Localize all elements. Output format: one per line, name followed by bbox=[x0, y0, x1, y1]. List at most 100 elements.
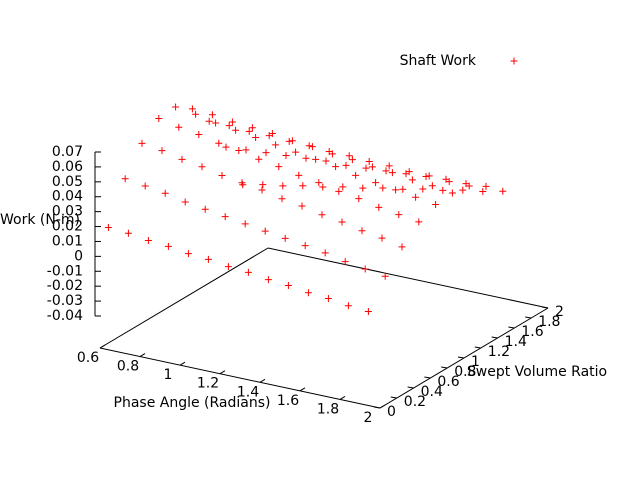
x-tick-label: 0.6 bbox=[77, 350, 99, 366]
point bbox=[261, 227, 269, 235]
point bbox=[432, 200, 440, 208]
point bbox=[412, 193, 420, 201]
point bbox=[265, 132, 273, 140]
y-tick bbox=[474, 346, 481, 349]
point bbox=[439, 186, 447, 194]
point bbox=[379, 184, 387, 192]
y-tick bbox=[525, 316, 532, 319]
y-tick-label: 1.2 bbox=[488, 344, 510, 360]
x-tick-label: 1 bbox=[164, 367, 173, 383]
legend-label: Shaft Work bbox=[400, 53, 477, 69]
point bbox=[361, 265, 369, 273]
z-tick-label: 0.06 bbox=[52, 159, 83, 175]
point bbox=[232, 126, 240, 134]
point bbox=[124, 229, 132, 237]
x-tick bbox=[259, 378, 266, 383]
z-tick-label: -0.02 bbox=[47, 278, 83, 294]
point bbox=[245, 127, 253, 135]
x-tick-label: 1.4 bbox=[237, 384, 259, 400]
point bbox=[304, 289, 312, 297]
point bbox=[388, 169, 396, 177]
point bbox=[205, 117, 213, 125]
x-tick-label: 1.2 bbox=[197, 376, 219, 392]
point bbox=[499, 187, 507, 195]
x-tick bbox=[299, 387, 306, 392]
point bbox=[305, 142, 313, 150]
point bbox=[158, 147, 166, 155]
z-tick-label: 0.07 bbox=[52, 144, 83, 160]
x-tick bbox=[379, 404, 386, 409]
point bbox=[408, 176, 416, 184]
point bbox=[358, 227, 366, 235]
point bbox=[241, 220, 249, 228]
point bbox=[301, 242, 309, 250]
point bbox=[479, 187, 487, 195]
y-tick bbox=[407, 386, 414, 389]
point bbox=[215, 139, 223, 147]
point bbox=[224, 263, 232, 271]
point bbox=[248, 124, 256, 132]
point bbox=[262, 149, 270, 157]
point bbox=[255, 155, 263, 163]
point bbox=[282, 151, 290, 159]
x-tick-label: 1.8 bbox=[317, 401, 339, 417]
x-tick bbox=[219, 370, 226, 375]
x-tick-label: 2 bbox=[364, 410, 373, 426]
point bbox=[228, 118, 236, 126]
x-tick bbox=[179, 361, 186, 366]
point bbox=[221, 213, 229, 221]
y-tick bbox=[373, 406, 381, 409]
point bbox=[348, 156, 356, 164]
point bbox=[352, 171, 360, 179]
point bbox=[382, 167, 390, 175]
point bbox=[482, 182, 490, 190]
point bbox=[164, 242, 172, 250]
x-axis-label: Phase Angle (Radians) bbox=[114, 395, 271, 411]
point bbox=[345, 152, 353, 160]
y-tick-label: 1.4 bbox=[505, 334, 527, 350]
z-tick-label: 0.02 bbox=[52, 219, 83, 235]
y-tick-label: 1.6 bbox=[521, 324, 543, 340]
y-tick-label: 1.8 bbox=[538, 314, 560, 330]
base-edge bbox=[99, 247, 269, 349]
point bbox=[275, 163, 283, 171]
z-tick-label: 0.03 bbox=[52, 204, 83, 220]
point bbox=[242, 146, 250, 154]
point bbox=[342, 161, 350, 169]
y-tick-label: 0.2 bbox=[404, 394, 426, 410]
point bbox=[341, 258, 349, 266]
point bbox=[315, 179, 323, 187]
point bbox=[425, 172, 433, 180]
point bbox=[181, 198, 189, 206]
y-tick-label: 0.6 bbox=[437, 374, 459, 390]
point bbox=[415, 218, 423, 226]
point bbox=[121, 175, 129, 183]
point bbox=[198, 163, 206, 171]
z-tick-label: 0.05 bbox=[52, 174, 83, 190]
point bbox=[281, 234, 289, 242]
point bbox=[448, 189, 456, 197]
z-tick-label: 0 bbox=[74, 248, 83, 264]
point bbox=[355, 195, 363, 203]
point bbox=[322, 157, 330, 165]
z-tick-label: -0.01 bbox=[47, 263, 83, 279]
point bbox=[368, 163, 376, 171]
y-tick bbox=[541, 306, 549, 309]
point bbox=[201, 205, 209, 213]
point bbox=[295, 171, 303, 179]
point bbox=[395, 211, 403, 219]
point bbox=[225, 122, 233, 130]
point bbox=[192, 110, 200, 118]
z-tick-label: -0.04 bbox=[47, 308, 83, 324]
point bbox=[318, 211, 326, 219]
point bbox=[284, 281, 292, 289]
point bbox=[252, 134, 260, 142]
x-tick-label: 0.8 bbox=[117, 359, 139, 375]
x-tick-label: 1.6 bbox=[277, 393, 299, 409]
point bbox=[302, 154, 310, 162]
point bbox=[319, 183, 327, 191]
point bbox=[195, 131, 203, 139]
point bbox=[212, 119, 220, 127]
